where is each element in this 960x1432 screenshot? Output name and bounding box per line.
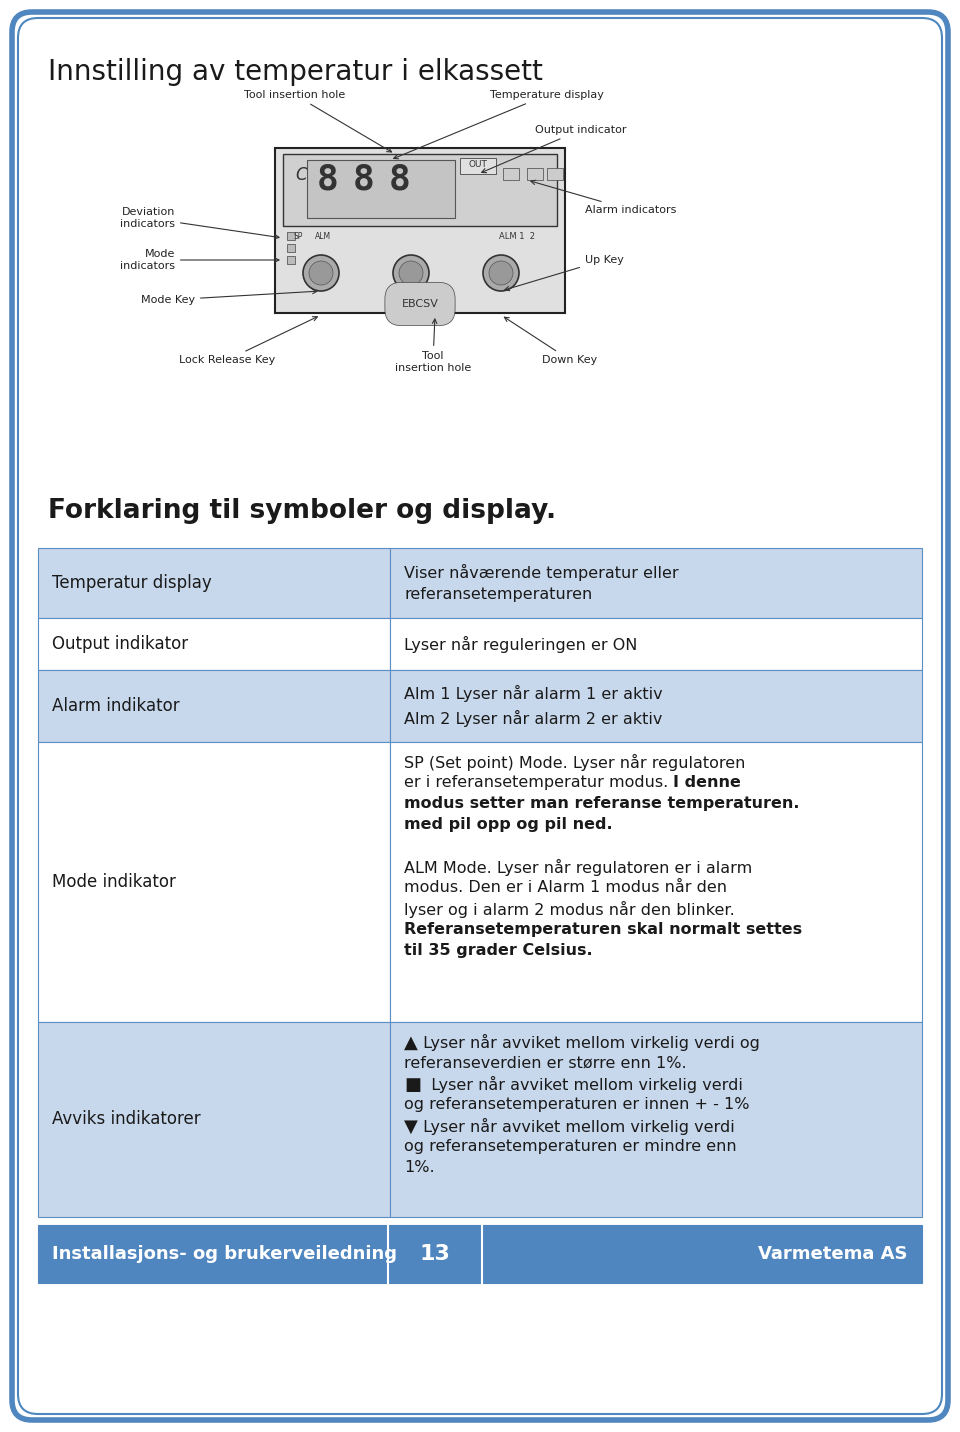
Bar (307, 160, 455, 218)
Text: til 35 grader Celsius.: til 35 grader Celsius. (404, 944, 592, 958)
Circle shape (399, 261, 423, 285)
Text: 8: 8 (389, 162, 411, 196)
Text: med pil opp og pil ned.: med pil opp og pil ned. (404, 818, 612, 832)
Text: 8: 8 (353, 162, 374, 196)
Text: Lyser når avviket mellom virkelig verdi: Lyser når avviket mellom virkelig verdi (418, 1118, 734, 1136)
Text: 1%.: 1%. (404, 1160, 435, 1176)
Text: Varmetema AS: Varmetema AS (758, 1244, 908, 1263)
Text: Down Key: Down Key (504, 318, 598, 365)
Circle shape (303, 255, 339, 291)
Text: og referansetemperaturen er innen + - 1%: og referansetemperaturen er innen + - 1% (404, 1097, 750, 1113)
Text: er i referansetemperatur modus.: er i referansetemperatur modus. (404, 775, 673, 790)
Bar (390, 619, 922, 670)
Text: ALM: ALM (315, 232, 331, 241)
Bar (287, 232, 295, 241)
Text: 13: 13 (420, 1244, 450, 1264)
Circle shape (489, 261, 513, 285)
Text: og referansetemperaturen er mindre enn: og referansetemperaturen er mindre enn (404, 1138, 736, 1154)
Bar (287, 256, 295, 263)
Bar (527, 168, 543, 180)
Text: SP: SP (293, 232, 302, 241)
Text: ALM 1  2: ALM 1 2 (499, 232, 535, 241)
Circle shape (309, 261, 333, 285)
Text: Tool
insertion hole: Tool insertion hole (395, 319, 471, 372)
Text: OUT: OUT (468, 160, 488, 169)
Text: Avviks indikatorer: Avviks indikatorer (52, 1110, 201, 1128)
Text: Temperatur display: Temperatur display (52, 574, 212, 591)
Text: ▲: ▲ (404, 1034, 418, 1053)
Bar (38, 1224, 922, 1283)
FancyBboxPatch shape (14, 14, 946, 1418)
Text: Tool insertion hole: Tool insertion hole (245, 90, 392, 152)
Bar (38, 670, 390, 742)
Bar (503, 168, 519, 180)
Text: lyser og i alarm 2 modus når den blinker.: lyser og i alarm 2 modus når den blinker… (404, 901, 734, 918)
Circle shape (483, 255, 519, 291)
Text: Alm 1 Lyser når alarm 1 er aktiv
Alm 2 Lyser når alarm 2 er aktiv: Alm 1 Lyser når alarm 1 er aktiv Alm 2 L… (404, 684, 662, 727)
Text: Alarm indicators: Alarm indicators (531, 180, 677, 215)
Text: Forklaring til symboler og display.: Forklaring til symboler og display. (48, 498, 556, 524)
Text: Temperature display: Temperature display (394, 90, 604, 159)
Text: Viser nåværende temperatur eller
referansetemperaturen: Viser nåværende temperatur eller referan… (404, 564, 679, 603)
Text: ALM Mode. Lyser når regulatoren er i alarm: ALM Mode. Lyser når regulatoren er i ala… (404, 859, 753, 876)
Bar (460, 158, 496, 175)
Text: modus. Den er i Alarm 1 modus når den: modus. Den er i Alarm 1 modus når den (404, 881, 727, 895)
Text: Installasjons- og brukerveiledning: Installasjons- og brukerveiledning (52, 1244, 397, 1263)
Bar (390, 1022, 922, 1217)
Bar (38, 548, 390, 619)
Bar (390, 670, 922, 742)
Text: ▼: ▼ (404, 1118, 418, 1136)
Text: Output indicator: Output indicator (482, 125, 627, 173)
Bar (390, 742, 922, 1022)
Text: ■: ■ (404, 1075, 421, 1094)
Text: Lyser når reguleringen er ON: Lyser når reguleringen er ON (404, 636, 637, 653)
Bar (38, 742, 390, 1022)
Text: referanseverdien er større enn 1%.: referanseverdien er større enn 1%. (404, 1055, 686, 1070)
Bar (283, 155, 557, 226)
Text: Referansetemperaturen skal normalt settes: Referansetemperaturen skal normalt sette… (404, 922, 803, 937)
Text: Up Key: Up Key (505, 255, 624, 291)
Text: EBCSV: EBCSV (401, 299, 439, 309)
Text: Deviation
indicators: Deviation indicators (120, 208, 279, 239)
Bar (275, 147, 565, 314)
Bar (390, 548, 922, 619)
Bar (547, 168, 563, 180)
Text: Innstilling av temperatur i elkassett: Innstilling av temperatur i elkassett (48, 59, 542, 86)
Text: SP (Set point) Mode. Lyser når regulatoren: SP (Set point) Mode. Lyser når regulator… (404, 755, 745, 770)
Bar (38, 619, 390, 670)
Text: Mode indikator: Mode indikator (52, 874, 176, 891)
Circle shape (393, 255, 429, 291)
Text: Lyser når avviket mellom virkelig verdi og: Lyser når avviket mellom virkelig verdi … (418, 1034, 759, 1051)
Bar (38, 1022, 390, 1217)
Text: Mode Key: Mode Key (141, 289, 317, 305)
Text: Output indikator: Output indikator (52, 634, 188, 653)
Text: C: C (295, 166, 306, 183)
Text: modus setter man referanse temperaturen.: modus setter man referanse temperaturen. (404, 796, 800, 811)
Text: I denne: I denne (673, 775, 741, 790)
Text: 8: 8 (317, 162, 339, 196)
Text: Lock Release Key: Lock Release Key (179, 316, 318, 365)
Text: Mode
indicators: Mode indicators (120, 249, 279, 271)
Text: Lyser når avviket mellom virkelig verdi: Lyser når avviket mellom virkelig verdi (421, 1075, 743, 1093)
Bar (287, 243, 295, 252)
Text: Alarm indikator: Alarm indikator (52, 697, 180, 715)
